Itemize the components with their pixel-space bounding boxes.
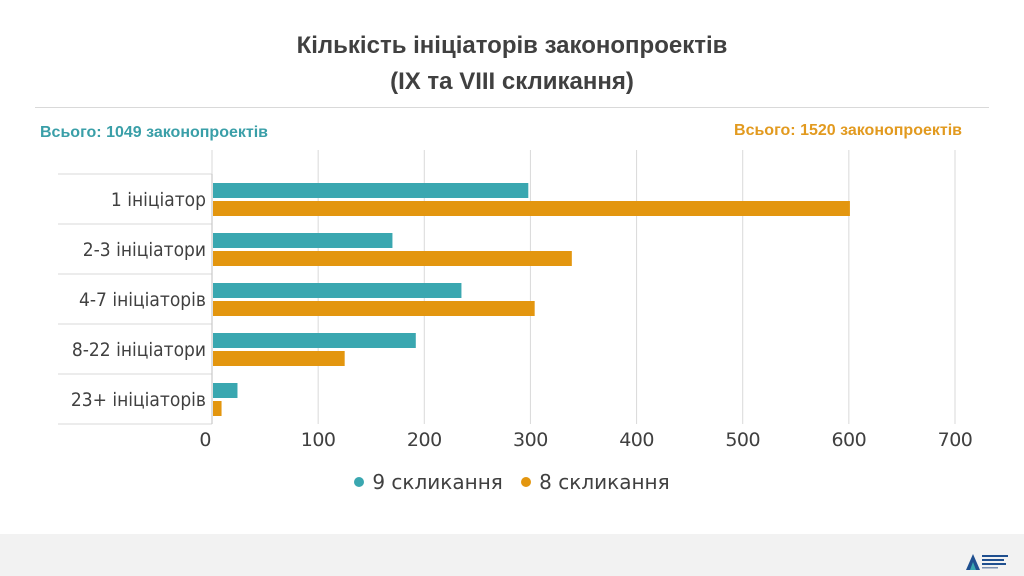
organization-logo-icon xyxy=(966,554,1008,570)
chart-title-line-2: (IX та VIII скликання) xyxy=(390,68,634,95)
category-label-1: 2-3 ініціатори xyxy=(83,239,206,261)
legend-label-series-2: 8 скликання xyxy=(539,470,670,494)
bar-series-1-4 xyxy=(213,383,238,398)
chart-title: Кількість ініціаторів законопроектів (IX… xyxy=(0,28,1024,100)
bar-series-1-0 xyxy=(213,183,529,198)
x-tick-label-0: 0 xyxy=(199,429,211,451)
x-tick-label-500: 500 xyxy=(725,429,760,451)
legend-marker-series-1 xyxy=(354,476,365,487)
x-tick-label-200: 200 xyxy=(407,429,442,451)
legend-item-series-2: 8 скликання xyxy=(521,470,670,494)
legend-item-series-1: 9 скликання xyxy=(354,470,503,494)
bar-series-2-4 xyxy=(213,401,222,416)
x-tick-label-600: 600 xyxy=(831,429,866,451)
x-tick-label-100: 100 xyxy=(301,429,336,451)
x-tick-label-700: 700 xyxy=(938,429,973,451)
x-tick-label-300: 300 xyxy=(513,429,548,451)
bar-series-2-2 xyxy=(213,301,535,316)
title-divider xyxy=(35,107,989,108)
category-label-3: 8-22 ініціатори xyxy=(72,339,206,361)
category-label-4: 23+ ініціаторів xyxy=(71,389,206,411)
bar-series-2-0 xyxy=(213,201,850,216)
legend-marker-series-2 xyxy=(521,476,532,487)
chart-title-line-1: Кількість ініціаторів законопроектів xyxy=(296,32,728,59)
footer-bar xyxy=(0,534,1024,576)
x-tick-label-400: 400 xyxy=(619,429,654,451)
total-ix-label: Всього: 1049 законопроектів xyxy=(40,124,268,141)
bar-series-1-2 xyxy=(213,283,462,298)
category-label-2: 4-7 ініціаторів xyxy=(79,289,206,311)
bar-series-1-3 xyxy=(213,333,416,348)
bar-series-2-1 xyxy=(213,251,572,266)
chart-legend: 9 скликання 8 скликання xyxy=(0,470,1024,494)
legend-label-series-1: 9 скликання xyxy=(372,470,503,494)
bar-series-1-1 xyxy=(213,233,393,248)
bar-chart: 1 ініціатор 2-3 ініціатори 4-7 ініціаторів… xyxy=(58,150,973,451)
bar-series-2-3 xyxy=(213,351,345,366)
total-viii-label: Всього: 1520 законопроектів xyxy=(734,122,962,139)
category-label-0: 1 ініціатор xyxy=(111,189,206,211)
